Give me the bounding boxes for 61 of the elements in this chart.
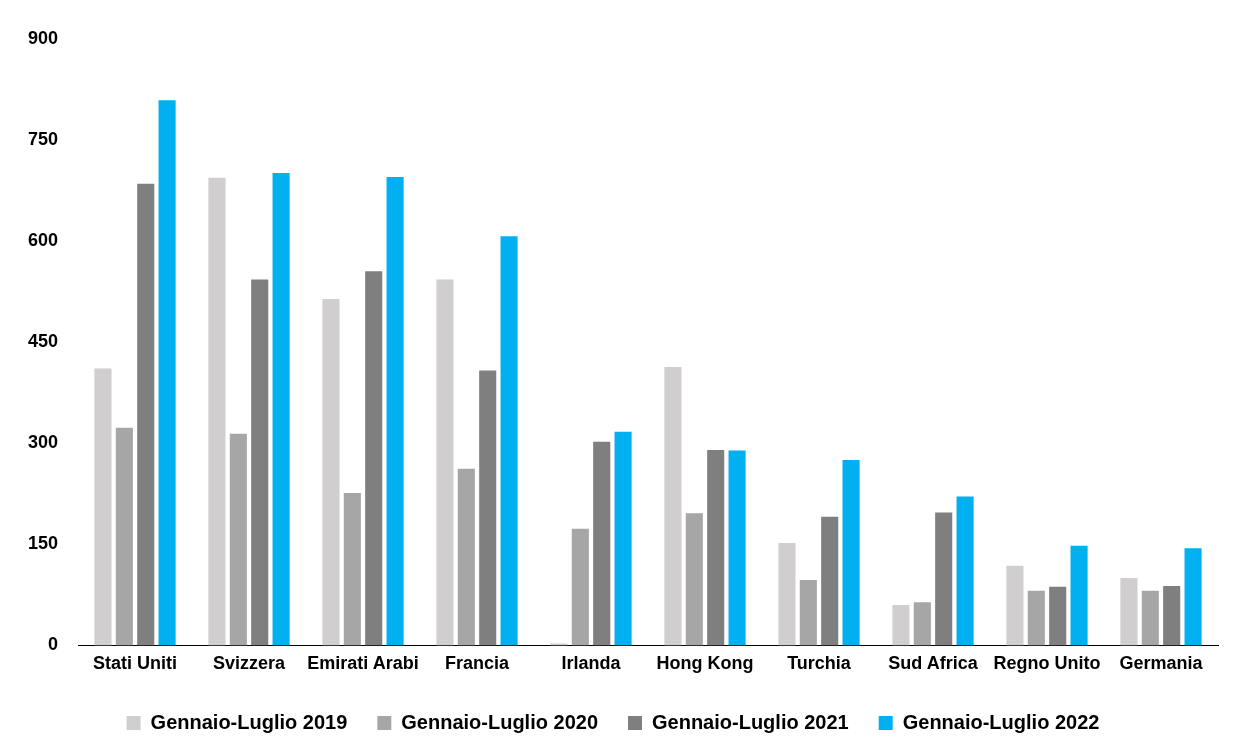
bar [386, 176, 404, 646]
legend-label: Gennaio-Luglio 2020 [401, 710, 598, 733]
bar [436, 279, 454, 646]
x-tick-label: Germania [1119, 653, 1204, 674]
y-tick-label: 900 [27, 27, 59, 48]
bar [892, 604, 910, 646]
bar [1070, 545, 1088, 646]
bar [115, 427, 133, 646]
bar [1120, 578, 1138, 646]
bar [842, 460, 860, 646]
x-tick-label: Sud Africa [888, 653, 979, 674]
bar [1006, 565, 1024, 646]
bar [322, 298, 340, 646]
x-tick-label: Turchia [787, 653, 852, 674]
bar [251, 279, 269, 646]
y-tick-label: 450 [27, 331, 59, 352]
y-tick-label: 150 [27, 533, 59, 554]
y-tick-label: 600 [27, 229, 59, 250]
bar [1184, 548, 1202, 646]
x-tick-label: Francia [445, 653, 511, 674]
bar [664, 367, 682, 646]
bar [707, 449, 725, 646]
bar [935, 512, 953, 646]
legend-label: Gennaio-Luglio 2019 [150, 710, 348, 733]
bar [778, 542, 796, 646]
bar [365, 271, 383, 646]
bar [728, 450, 746, 646]
bar [571, 528, 589, 646]
x-tick-label: Svizzera [213, 653, 287, 674]
bar [956, 496, 974, 646]
bar [94, 368, 112, 646]
bar [272, 172, 290, 646]
x-tick-label: Stati Uniti [93, 653, 178, 674]
bar [208, 177, 226, 646]
legend-label: Gennaio-Luglio 2022 [902, 710, 1100, 733]
y-tick-label: 750 [27, 128, 59, 149]
legend-label: Gennaio-Luglio 2021 [652, 710, 849, 733]
bar [1049, 586, 1067, 646]
x-tick-label: Hong Kong [656, 653, 754, 674]
y-tick-label: 0 [48, 634, 59, 655]
bar [137, 183, 155, 646]
y-tick-label: 300 [27, 432, 59, 453]
x-tick-label: Regno Unito [993, 653, 1101, 674]
bar [550, 643, 568, 646]
bar [343, 493, 361, 646]
bar [593, 441, 611, 646]
bar [229, 433, 247, 646]
bar [614, 431, 632, 646]
bar [1027, 590, 1045, 646]
bar [457, 468, 475, 646]
x-tick-label: Irlanda [561, 653, 622, 674]
bar [685, 513, 703, 646]
bar [479, 370, 497, 646]
x-tick-label: Emirati Arabi [307, 653, 419, 674]
bar [500, 236, 518, 646]
bar [913, 602, 931, 646]
bar [1141, 590, 1159, 646]
bar [799, 580, 817, 646]
bar [821, 516, 839, 646]
bar [158, 100, 176, 646]
bar [1163, 586, 1181, 646]
